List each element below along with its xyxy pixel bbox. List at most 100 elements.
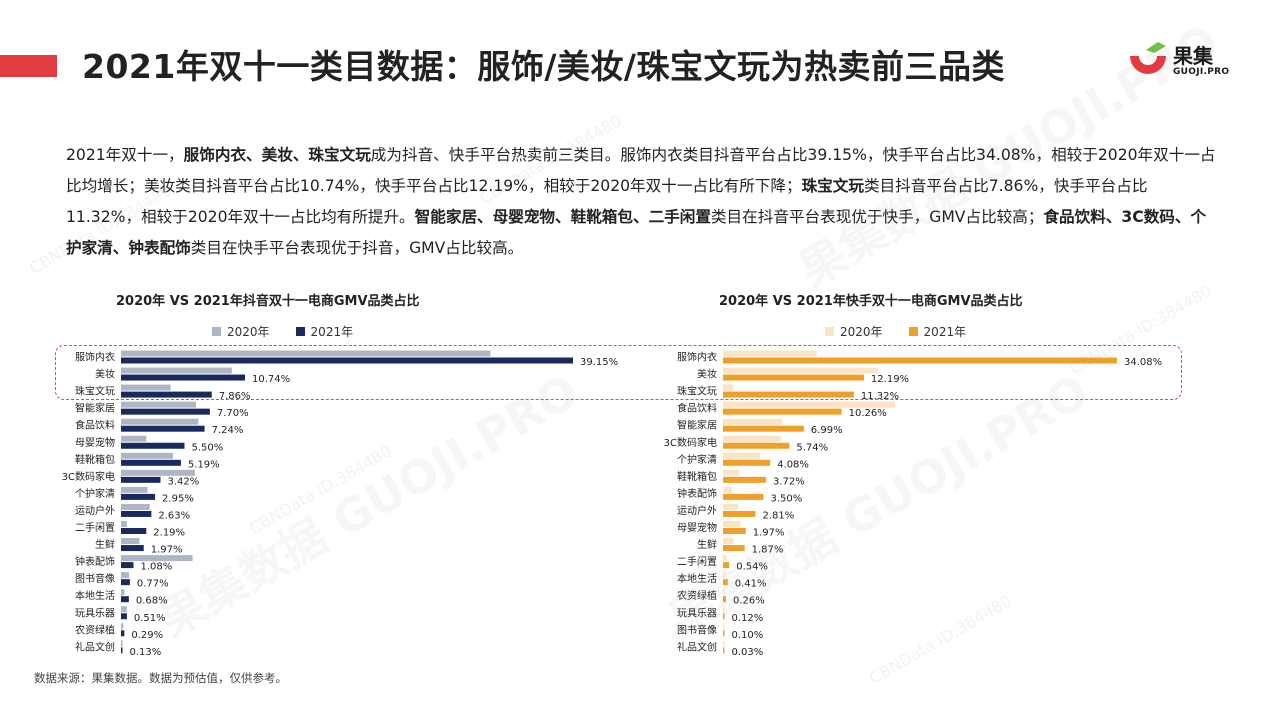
- kuaishou-bar-2021年: [723, 613, 725, 620]
- kuaishou-category-label: 钟表配饰: [677, 487, 717, 500]
- guoji-logo-icon: [1130, 42, 1166, 74]
- douyin-category-label: 农资绿植: [75, 623, 115, 636]
- douyin-category-label: 个护家清: [75, 487, 115, 500]
- kuaishou-category-label: 农资绿植: [677, 589, 717, 602]
- summary-highlight: 智能家居、母婴宠物、鞋靴箱包、二手闲置: [414, 208, 711, 226]
- kuaishou-bar-2021年: [723, 596, 727, 603]
- douyin-data-label: 7.70%: [217, 408, 249, 419]
- kuaishou-data-label: 0.12%: [732, 613, 764, 624]
- douyin-data-label: 1.08%: [140, 562, 172, 573]
- kuaishou-bar-2021年: [723, 493, 764, 500]
- douyin-bar-2021年: [121, 374, 245, 381]
- kuaishou-category-label: 运动户外: [677, 504, 717, 517]
- douyin-data-label: 5.19%: [188, 459, 220, 470]
- kuaishou-bar-2020年: [723, 589, 725, 596]
- douyin-bar-2021年: [121, 459, 181, 466]
- kuaishou-data-label: 10.26%: [849, 408, 887, 419]
- kuaishou-bar-2020年: [723, 572, 726, 579]
- douyin-category-label: 珠宝文玩: [75, 385, 115, 398]
- douyin-category-label: 本地生活: [75, 589, 115, 602]
- douyin-data-label: 39.15%: [580, 357, 618, 368]
- douyin-data-label: 5.50%: [191, 442, 223, 453]
- legend-item-2021: 2021年: [295, 323, 354, 340]
- douyin-bar-2020年: [121, 623, 124, 630]
- douyin-bar-2020年: [121, 401, 197, 408]
- summary-text: 2021年双十一，: [66, 146, 184, 164]
- douyin-bar-2020年: [121, 640, 123, 647]
- source-note: 数据来源：果集数据。数据为预估值，仅供参考。: [34, 671, 287, 685]
- douyin-category-label: 母婴宠物: [75, 436, 115, 449]
- kuaishou-category-label: 玩具乐器: [677, 607, 717, 619]
- kuaishou-data-label: 0.10%: [732, 630, 764, 641]
- douyin-category-label: 鞋靴箱包: [75, 453, 115, 466]
- kuaishou-bar-2020年: [723, 350, 817, 357]
- douyin-bar-2020年: [121, 452, 173, 459]
- douyin-bar-2021年: [121, 408, 210, 415]
- logo-name: 果集: [1173, 44, 1213, 68]
- douyin-category-label: 生鲜: [95, 538, 115, 551]
- douyin-category-label: 美妆: [95, 368, 115, 381]
- kuaishou-bar-2021年: [723, 459, 771, 466]
- summary-text: 类目在快手平台表现优于抖音，GMV占比较高。: [190, 239, 524, 257]
- kuaishou-bar-2021年: [723, 647, 725, 654]
- douyin-data-label: 7.86%: [219, 391, 251, 402]
- douyin-data-label: 0.68%: [136, 596, 168, 607]
- kuaishou-category-label: 3C数码家电: [664, 436, 717, 449]
- title-accent-bar: [0, 55, 57, 77]
- kuaishou-category-label: 食品饮料: [677, 402, 717, 415]
- kuaishou-bar-2021年: [723, 545, 745, 552]
- kuaishou-category-label: 服饰内衣: [677, 351, 717, 364]
- kuaishou-bar-2021年: [723, 374, 864, 381]
- douyin-bar-2020年: [121, 572, 130, 579]
- summary-highlight: 珠宝文玩: [801, 177, 864, 195]
- kuaishou-category-label: 图书音像: [677, 623, 717, 636]
- kuaishou-chart-legend: 2020年 2021年: [825, 323, 966, 340]
- douyin-bar-2020年: [121, 555, 193, 562]
- kuaishou-data-label: 0.03%: [732, 647, 764, 658]
- douyin-bar-2020年: [121, 418, 199, 425]
- kuaishou-data-label: 5.74%: [796, 442, 828, 453]
- kuaishou-bar-2020年: [723, 367, 878, 374]
- kuaishou-bar-2021年: [723, 630, 725, 637]
- douyin-bar-2021年: [121, 630, 125, 637]
- douyin-category-label: 运动户外: [75, 504, 115, 517]
- kuaishou-bar-2021年: [723, 357, 1117, 364]
- douyin-category-label: 钟表配饰: [75, 555, 115, 568]
- kuaishou-category-label: 鞋靴箱包: [677, 470, 717, 483]
- legend-label-2021: 2021年: [310, 325, 354, 339]
- kuaishou-data-label: 11.32%: [861, 391, 899, 402]
- kuaishou-bar-2021年: [723, 562, 730, 569]
- douyin-bar-2021年: [121, 613, 127, 620]
- kuaishou-bar-2020年: [723, 555, 727, 562]
- kuaishou-bar-2020年: [723, 538, 734, 545]
- legend-item-2020: 2020年: [212, 323, 270, 340]
- kuaishou-chart-title: 2020年 VS 2021年快手双十一电商GMV品类占比: [719, 294, 1023, 309]
- brand-logo: 果集 GUOJI.PRO: [1126, 38, 1256, 84]
- kuaishou-bar-2021年: [723, 510, 756, 517]
- kuaishou-data-label: 1.97%: [753, 528, 785, 539]
- douyin-bar-2020年: [121, 384, 171, 391]
- kuaishou-category-label: 二手闲置: [677, 555, 717, 568]
- kuaishou-category-label: 美妆: [697, 368, 717, 381]
- douyin-bar-2020年: [121, 538, 140, 545]
- douyin-bar-2021年: [121, 562, 134, 569]
- douyin-category-label: 礼品文创: [75, 640, 115, 653]
- kuaishou-category-label: 礼品文创: [677, 640, 717, 653]
- kuaishou-bar-2021年: [723, 579, 728, 586]
- kuaishou-data-label: 3.50%: [770, 493, 802, 504]
- kuaishou-category-label: 生鲜: [697, 538, 717, 551]
- douyin-data-label: 3.42%: [167, 476, 199, 487]
- kuaishou-data-label: 0.26%: [733, 596, 765, 607]
- douyin-data-label: 0.29%: [131, 630, 163, 641]
- douyin-category-label: 智能家居: [75, 402, 115, 415]
- douyin-chart-legend: 2020年 2021年: [212, 323, 353, 340]
- kuaishou-bar-2021年: [723, 476, 767, 483]
- kuaishou-data-label: 3.72%: [773, 476, 805, 487]
- douyin-bar-2020年: [121, 350, 491, 357]
- summary-text: 类目在抖音平台表现优于快手，GMV占比较高；: [710, 208, 1044, 226]
- douyin-bar-2021年: [121, 493, 156, 500]
- kuaishou-category-label: 珠宝文玩: [677, 385, 717, 398]
- kuaishou-data-label: 4.08%: [777, 459, 809, 470]
- kuaishou-category-label: 母婴宠物: [677, 521, 717, 534]
- summary-text: 类目抖音平台占比7.86%，快手平台占比11.32%，相较于2020年双十一占比…: [66, 177, 1148, 226]
